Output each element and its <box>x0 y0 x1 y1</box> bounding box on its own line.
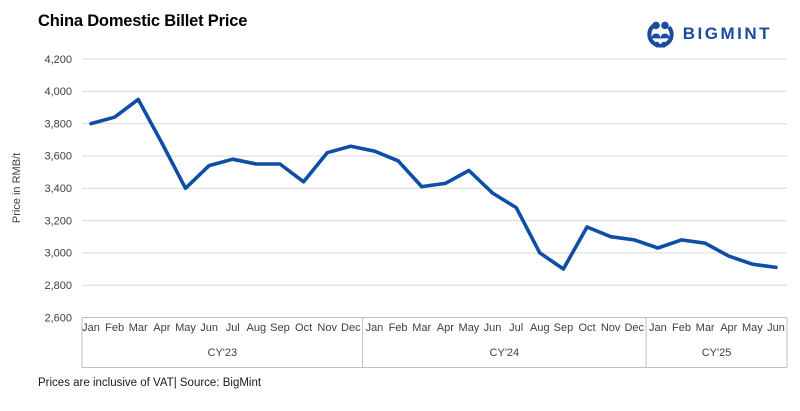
source-footnote: Prices are inclusive of VAT| Source: Big… <box>38 377 262 389</box>
month-label: Jul <box>509 322 523 334</box>
month-label: Oct <box>295 322 312 334</box>
month-label: Sep <box>554 322 574 334</box>
month-label: Apr <box>720 322 737 334</box>
month-label: Nov <box>601 322 621 334</box>
month-label: May <box>459 322 480 334</box>
price-line <box>89 97 778 271</box>
month-label: Sep <box>270 322 290 334</box>
month-label: Dec <box>341 322 361 334</box>
y-tick-label: 3,400 <box>44 183 72 195</box>
month-label: Jul <box>226 322 240 334</box>
y-tick-label: 4,200 <box>44 54 72 66</box>
year-group-label: CY'23 <box>208 347 238 359</box>
month-label: Jan <box>82 322 100 334</box>
month-label: Jun <box>200 322 218 334</box>
y-tick-label: 3,000 <box>44 248 72 260</box>
page-title: China Domestic Billet Price <box>38 12 248 30</box>
month-label: Nov <box>317 322 337 334</box>
month-label: May <box>175 322 196 334</box>
month-label: Jun <box>767 322 785 334</box>
month-label: Mar <box>129 322 148 334</box>
month-label: Jun <box>484 322 502 334</box>
year-group-label: CY'25 <box>702 347 732 359</box>
month-label: Oct <box>578 322 595 334</box>
month-label: Mar <box>412 322 431 334</box>
month-label: Apr <box>153 322 170 334</box>
year-group-label: CY'24 <box>490 347 520 359</box>
month-label: Aug <box>247 322 267 334</box>
y-tick-label: 3,200 <box>44 215 72 227</box>
y-tick-label: 3,600 <box>44 151 72 163</box>
y-tick-label: 4,000 <box>44 86 72 98</box>
month-label: Jan <box>366 322 384 334</box>
month-label: Jan <box>649 322 667 334</box>
bigmint-people-icon <box>647 21 674 48</box>
month-label: Feb <box>105 322 124 334</box>
month-label: Apr <box>437 322 454 334</box>
bigmint-logo: BIGMINT <box>645 18 772 49</box>
month-label: Mar <box>696 322 715 334</box>
y-tick-label: 2,600 <box>44 312 72 324</box>
month-label: Feb <box>672 322 691 334</box>
y-tick-label: 2,800 <box>44 280 72 292</box>
month-label: Dec <box>624 322 644 334</box>
month-label: May <box>742 322 763 334</box>
y-tick-label: 3,800 <box>44 118 72 130</box>
month-label: Feb <box>389 322 408 334</box>
bigmint-logo-text: BIGMINT <box>682 23 772 43</box>
month-label: Aug <box>530 322 550 334</box>
